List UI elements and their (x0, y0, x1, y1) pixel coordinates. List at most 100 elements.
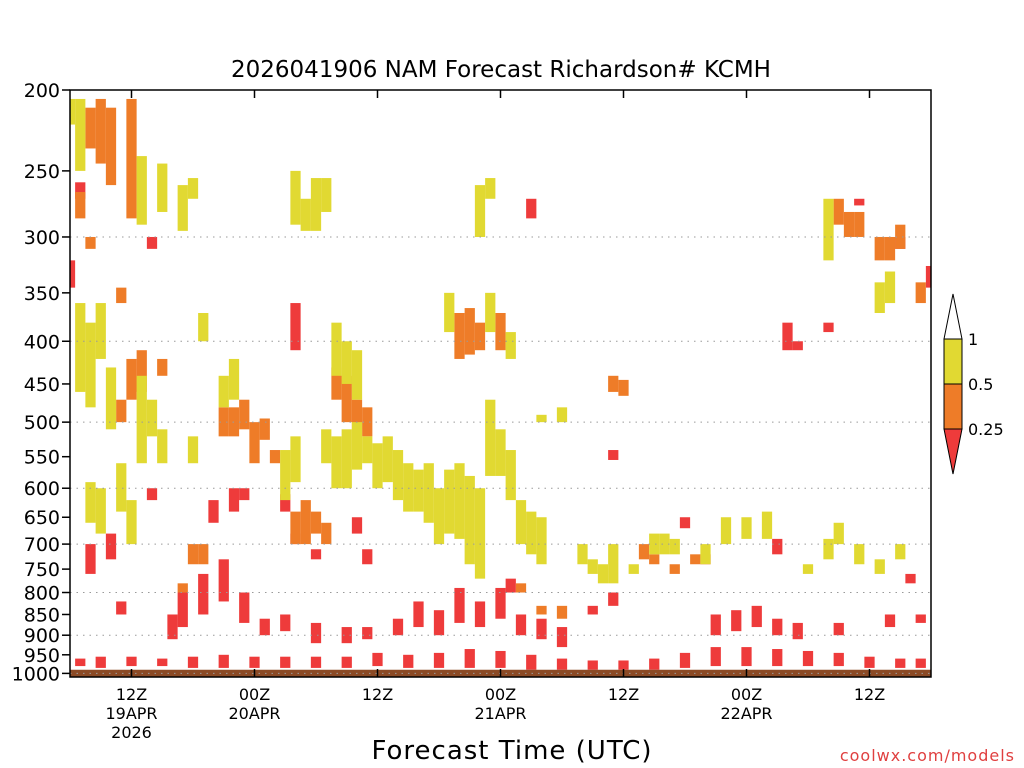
ri-cell (218, 654, 229, 668)
ri-cell (116, 601, 127, 615)
ri-cell (280, 450, 291, 501)
ri-cell (515, 583, 527, 593)
ri-cell (372, 443, 383, 489)
ri-cell (710, 614, 721, 636)
y-tick-label: 900 (24, 625, 60, 647)
ri-cell (577, 544, 588, 565)
ri-cell (403, 463, 414, 512)
ri-cell (351, 399, 363, 430)
ri-cell (85, 482, 96, 523)
ri-cell (700, 544, 711, 565)
ri-cell (454, 587, 465, 623)
ri-cell (802, 650, 814, 667)
legend: 1 0.5 0.25 (943, 293, 1004, 475)
ri-cell (351, 517, 363, 534)
ri-cell (218, 375, 229, 408)
ri-cell (679, 517, 691, 529)
ri-cell (474, 322, 486, 351)
ri-cell (362, 627, 373, 640)
ri-cell (905, 573, 916, 584)
y-tick-label: 450 (24, 374, 60, 396)
ri-cell (618, 660, 629, 670)
ri-cell (187, 656, 199, 668)
ri-cell (218, 559, 229, 602)
ri-cell (802, 564, 814, 574)
ri-cell (505, 332, 516, 359)
ri-cell (310, 656, 322, 668)
ri-cell (895, 544, 906, 560)
ri-cell (433, 652, 445, 668)
y-tick-label: 400 (24, 331, 60, 353)
legend-label: 0.25 (968, 420, 1004, 439)
x-tick-label: 00Z (731, 685, 762, 704)
ri-cell (864, 656, 875, 668)
ri-cell (751, 605, 762, 628)
ri-cell (854, 211, 865, 237)
ri-cell (157, 658, 168, 667)
ri-cell (741, 647, 752, 667)
ri-cell (85, 107, 96, 149)
chart-title: 2026041906 NAM Forecast Richardson# KCMH (231, 57, 771, 83)
x-tick-label: 2026 (111, 723, 152, 742)
ri-cell (187, 178, 199, 199)
ri-cell (556, 658, 568, 670)
ri-cell (228, 358, 240, 400)
ri-cell (782, 322, 793, 351)
ri-cell (608, 544, 619, 584)
ri-cell (177, 583, 188, 593)
ri-cell (792, 341, 803, 351)
ri-cell (249, 422, 260, 464)
y-tick-label: 1000 (12, 663, 60, 685)
ri-cell (895, 224, 906, 249)
ri-cell (526, 198, 537, 219)
ri-cell (833, 522, 844, 545)
y-tick-label: 950 (24, 645, 60, 667)
ri-cell (392, 450, 404, 501)
ri-cell (321, 522, 332, 545)
ri-cell (474, 488, 486, 579)
ri-cell (464, 308, 475, 355)
ri-cell (75, 192, 86, 219)
y-axis: 200 250 300 350 400 450 500 550 600 650 700 7508008… (12, 80, 70, 685)
ri-cell (341, 656, 352, 668)
ri-cell (218, 407, 229, 437)
ri-cell (280, 494, 291, 512)
ri-cell (351, 422, 363, 470)
ri-cell (659, 533, 670, 555)
ri-cell (454, 312, 465, 359)
ri-cell (85, 322, 96, 408)
ri-cell (638, 544, 650, 560)
ri-cell (403, 654, 414, 668)
ri-cell (608, 375, 619, 392)
ri-cell (239, 399, 250, 430)
ri-cell (690, 554, 701, 565)
ri-cell (321, 429, 332, 464)
ri-cell (495, 429, 506, 476)
ri-cell (187, 544, 199, 565)
ri-cell (761, 511, 773, 539)
ri-cell (895, 658, 906, 668)
y-tick-label: 250 (24, 161, 60, 183)
ri-cell (649, 533, 660, 555)
ri-cell (249, 656, 260, 668)
ri-cell (515, 614, 527, 636)
y-tick-label: 350 (24, 283, 60, 305)
ri-cell (95, 303, 106, 359)
ri-cell (198, 312, 209, 342)
ri-cell (454, 463, 465, 539)
ri-cell (505, 578, 516, 593)
ri-cell (915, 282, 926, 304)
ri-cell (915, 614, 926, 623)
ri-cell (228, 488, 240, 512)
credit-link[interactable]: coolwx.com/models (840, 746, 1015, 765)
ri-cell (474, 185, 486, 237)
y-tick-label: 500 (24, 412, 60, 434)
x-tick-label: 22APR (720, 704, 772, 723)
ri-cell (116, 399, 127, 423)
ri-cell (95, 488, 106, 534)
ri-cell (884, 271, 896, 304)
ri-cell (874, 282, 885, 313)
ri-cell (269, 450, 281, 464)
ri-cell (587, 660, 598, 670)
ri-cell (843, 211, 855, 237)
